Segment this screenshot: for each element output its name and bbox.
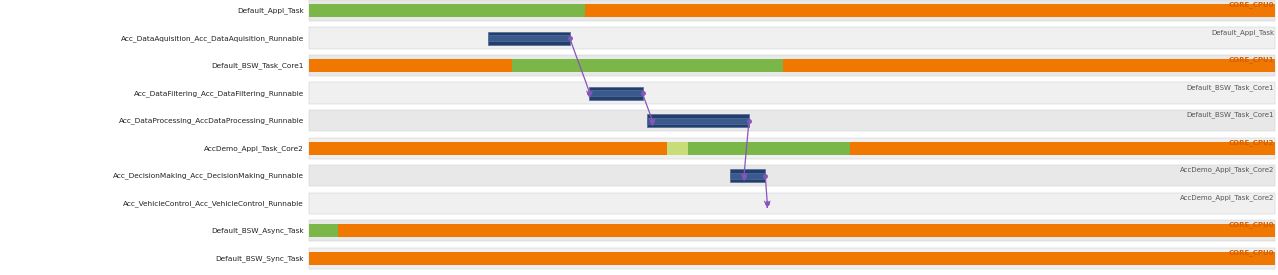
Bar: [730, 169, 766, 182]
Bar: [667, 142, 688, 155]
Bar: [309, 224, 339, 237]
Bar: [339, 224, 1275, 237]
Bar: [488, 32, 570, 45]
Bar: [648, 118, 749, 124]
Bar: [309, 252, 1275, 265]
Bar: [309, 28, 1275, 49]
Bar: [488, 35, 570, 41]
Bar: [309, 220, 1275, 241]
Bar: [309, 142, 667, 155]
Bar: [350, 4, 584, 17]
Bar: [782, 59, 1275, 72]
Text: Default_Appl_Task: Default_Appl_Task: [1212, 29, 1274, 35]
Bar: [309, 192, 1275, 214]
Bar: [309, 110, 1275, 131]
Text: CORE_CPU0: CORE_CPU0: [1228, 1, 1274, 8]
Bar: [533, 59, 782, 72]
Text: Acc_DataAquisition_Acc_DataAquisition_Runnable: Acc_DataAquisition_Acc_DataAquisition_Ru…: [121, 35, 304, 42]
Bar: [688, 142, 850, 155]
Bar: [309, 4, 350, 17]
Text: Default_BSW_Task_Core1: Default_BSW_Task_Core1: [1187, 111, 1274, 118]
Bar: [648, 114, 749, 127]
Text: CORE_CPU2: CORE_CPU2: [1228, 139, 1274, 146]
Text: Default_BSW_Async_Task: Default_BSW_Async_Task: [212, 227, 304, 234]
Bar: [309, 165, 1275, 186]
Text: CORE_CPU1: CORE_CPU1: [1228, 56, 1274, 63]
Text: Acc_DecisionMaking_Acc_DecisionMaking_Runnable: Acc_DecisionMaking_Acc_DecisionMaking_Ru…: [114, 172, 304, 179]
Bar: [850, 142, 1275, 155]
Text: AccDemo_Appl_Task_Core2: AccDemo_Appl_Task_Core2: [204, 145, 304, 152]
Text: Default_BSW_Sync_Task: Default_BSW_Sync_Task: [216, 255, 304, 262]
Bar: [309, 82, 1275, 104]
Bar: [730, 173, 766, 179]
Bar: [309, 55, 1275, 76]
Text: Default_BSW_Task_Core1: Default_BSW_Task_Core1: [1187, 84, 1274, 90]
Bar: [512, 59, 533, 72]
Bar: [589, 90, 643, 96]
Text: CORE_CPU0: CORE_CPU0: [1228, 249, 1274, 256]
Bar: [589, 87, 643, 100]
Text: Acc_VehicleControl_Acc_VehicleControl_Runnable: Acc_VehicleControl_Acc_VehicleControl_Ru…: [124, 200, 304, 207]
Text: Default_BSW_Task_Core1: Default_BSW_Task_Core1: [212, 62, 304, 69]
Text: Acc_DataProcessing_AccDataProcessing_Runnable: Acc_DataProcessing_AccDataProcessing_Run…: [119, 117, 304, 124]
Text: Default_Appl_Task: Default_Appl_Task: [238, 7, 304, 14]
Text: AccDemo_Appl_Task_Core2: AccDemo_Appl_Task_Core2: [1180, 166, 1274, 173]
Bar: [584, 4, 1275, 17]
Text: AccDemo_Appl_Task_Core2: AccDemo_Appl_Task_Core2: [1180, 194, 1274, 200]
Bar: [309, 59, 512, 72]
Bar: [309, 248, 1275, 269]
Text: Acc_DataFiltering_Acc_DataFiltering_Runnable: Acc_DataFiltering_Acc_DataFiltering_Runn…: [134, 90, 304, 97]
Bar: [309, 138, 1275, 159]
Text: CORE_CPU0: CORE_CPU0: [1228, 221, 1274, 228]
Bar: [309, 0, 1275, 21]
